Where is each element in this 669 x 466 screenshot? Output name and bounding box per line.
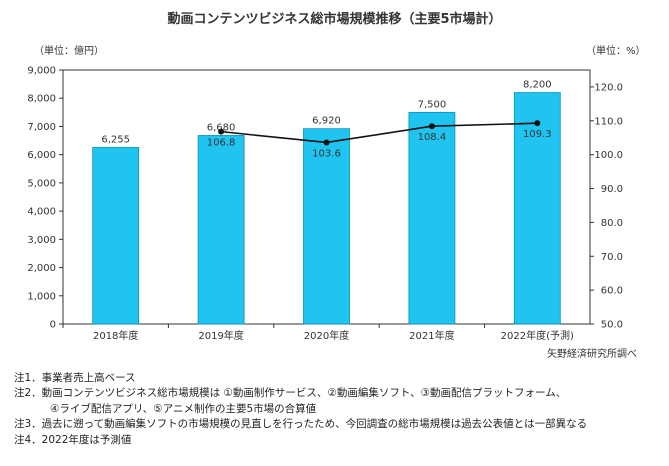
growth-rate-point [218,128,225,135]
bar-value-label: 6,920 [312,116,341,127]
left-axis-unit-label: （単位：億円） [34,46,104,57]
bar-value-label: 6,255 [101,134,130,145]
x-axis-tick-label: 2021年度 [409,329,454,342]
left-axis-tick-label: 9,000 [27,66,56,77]
growth-rate-point [428,123,435,130]
x-axis-tick-label: 2022年度(予測) [501,329,574,342]
growth-rate-label: 109.3 [523,129,552,140]
right-axis-tick-label: 120.0 [594,82,623,93]
right-axis-tick-label: 50.0 [601,320,623,331]
growth-rate-point [534,120,541,127]
chart-svg: 0 1,000 2,000 3,000 4,000 5,000 6,000 7,000 8,00… [27,66,623,343]
left-axis-tick-label: 0 [50,320,56,331]
growth-rate-line [221,122,538,144]
bar-value-label: 8,200 [523,80,552,91]
growth-rate-point [323,139,330,146]
x-axis-tick-label: 2019年度 [198,329,243,342]
right-axis-tick-label: 70.0 [601,252,623,263]
growth-rate-label: 103.6 [312,148,341,159]
right-axis-tick-label: 100.0 [594,150,623,161]
chart-title: 動画コンテンツビジネス総市場規模推移（主要5市場計） [167,12,502,27]
x-axis-tick-label: 2018年度 [93,329,138,342]
note-3: 注3．過去に遡って動画編集ソフトの市場規模の見直しを行ったため、今回調査の総市場… [14,418,588,431]
left-axis-tick-label: 4,000 [27,207,56,218]
right-axis-tick-label: 60.0 [601,286,623,297]
left-axis-tick-label: 8,000 [27,94,56,105]
left-axis-tick-label: 3,000 [27,235,56,246]
bar [92,147,140,325]
note-2-continued: ④ライブ配信アプリ、⑤アニメ制作の主要5市場の合算値 [50,402,317,415]
left-axis-tick-label: 6,000 [27,150,56,161]
bar [197,135,245,325]
notes-block: 注1．事業者売上高ベース 注2．動画コンテンツビジネス総市場規模は ①動画制作サ… [14,371,664,448]
left-axis-tick-label: 2,000 [27,263,56,274]
right-axis-unit-label: （単位：%） [586,46,646,57]
note-2: 注2．動画コンテンツビジネス総市場規模は ①動画制作サービス、②動画編集ソフト、… [14,387,567,400]
bar [408,111,456,325]
left-axis-tick-label: 7,000 [27,122,56,133]
source-credit: 矢野経済研究所調べ [547,349,637,360]
growth-rate-label: 106.8 [207,138,236,149]
right-axis-tick-label: 110.0 [594,116,623,127]
bar [513,92,561,325]
note-4: 注4．2022年度は予測値 [14,433,132,446]
note-1: 注1．事業者売上高ベース [14,372,136,384]
right-axis-tick-label: 90.0 [601,184,623,195]
growth-rate-label: 108.4 [418,132,447,143]
bar-value-label: 6,680 [207,122,236,133]
right-axis-tick-label: 80.0 [601,218,623,229]
bar-value-label: 7,500 [418,99,447,110]
bar [303,128,350,325]
left-axis-tick-label: 5,000 [27,178,56,189]
x-axis-tick-label: 2020年度 [304,329,349,342]
left-axis-tick-label: 1,000 [27,291,56,302]
